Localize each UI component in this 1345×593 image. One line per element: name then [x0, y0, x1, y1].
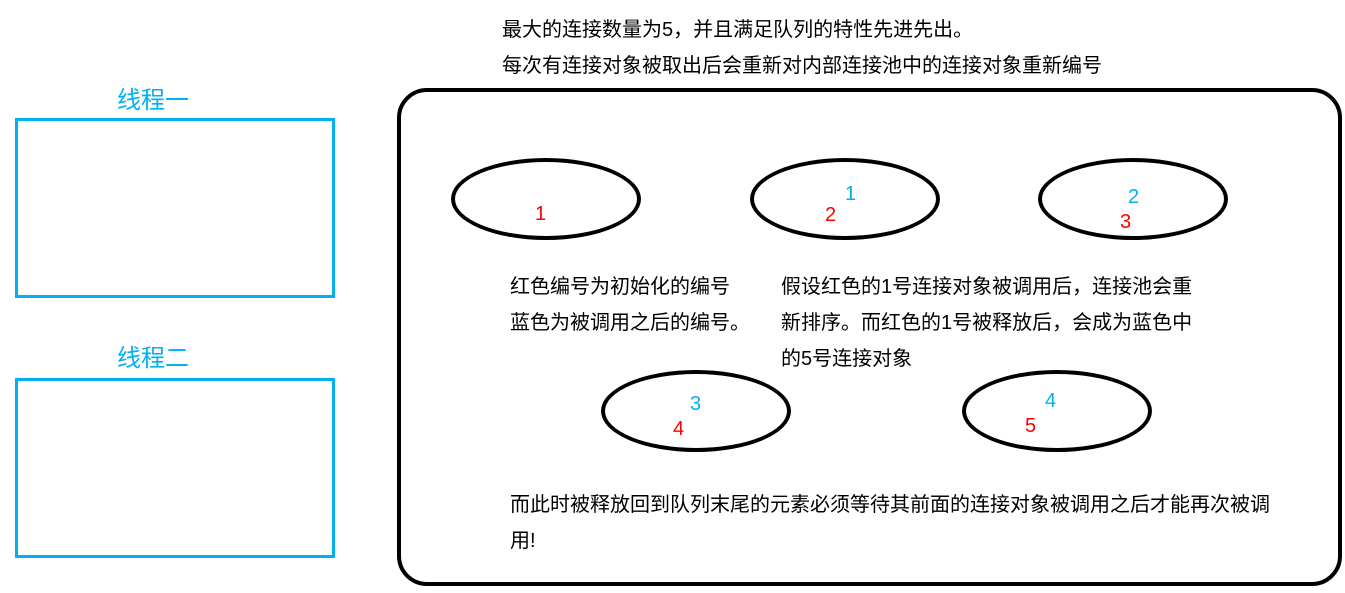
caption-right-line2: 新排序。而红色的1号被释放后，会成为蓝色中 [781, 306, 1192, 340]
ellipse-3-red: 3 [1120, 211, 1131, 234]
caption-left-line1: 红色编号为初始化的编号 [510, 270, 730, 304]
caption-right-line1: 假设红色的1号连接对象被调用后，连接池会重 [781, 270, 1192, 304]
thread1-label: 线程一 [117, 80, 189, 115]
ellipse-4-red: 4 [673, 418, 684, 441]
ellipse-2-red: 2 [825, 204, 836, 227]
ellipse-4-blue: 3 [690, 393, 701, 416]
caption-bottom-line2: 用! [510, 524, 536, 558]
header-line1: 最大的连接数量为5，并且满足队列的特性先进先出。 [502, 13, 973, 47]
caption-left-line2: 蓝色为被调用之后的编号。 [510, 306, 750, 340]
ellipse-5-blue: 4 [1045, 390, 1056, 413]
thread1-box [15, 118, 335, 298]
thread2-box [15, 378, 335, 558]
ellipse-1 [451, 158, 641, 240]
caption-bottom-line1: 而此时被释放回到队列末尾的元素必须等待其前面的连接对象被调用之后才能再次被调 [510, 488, 1270, 522]
ellipse-5-red: 5 [1025, 415, 1036, 438]
ellipse-5 [962, 370, 1152, 452]
ellipse-1-red: 1 [535, 203, 546, 226]
ellipse-2-blue: 1 [845, 183, 856, 206]
caption-right-line3: 的5号连接对象 [781, 342, 912, 376]
ellipse-3-blue: 2 [1128, 186, 1139, 209]
header-line2: 每次有连接对象被取出后会重新对内部连接池中的连接对象重新编号 [502, 49, 1102, 83]
thread2-label: 线程二 [117, 338, 189, 373]
